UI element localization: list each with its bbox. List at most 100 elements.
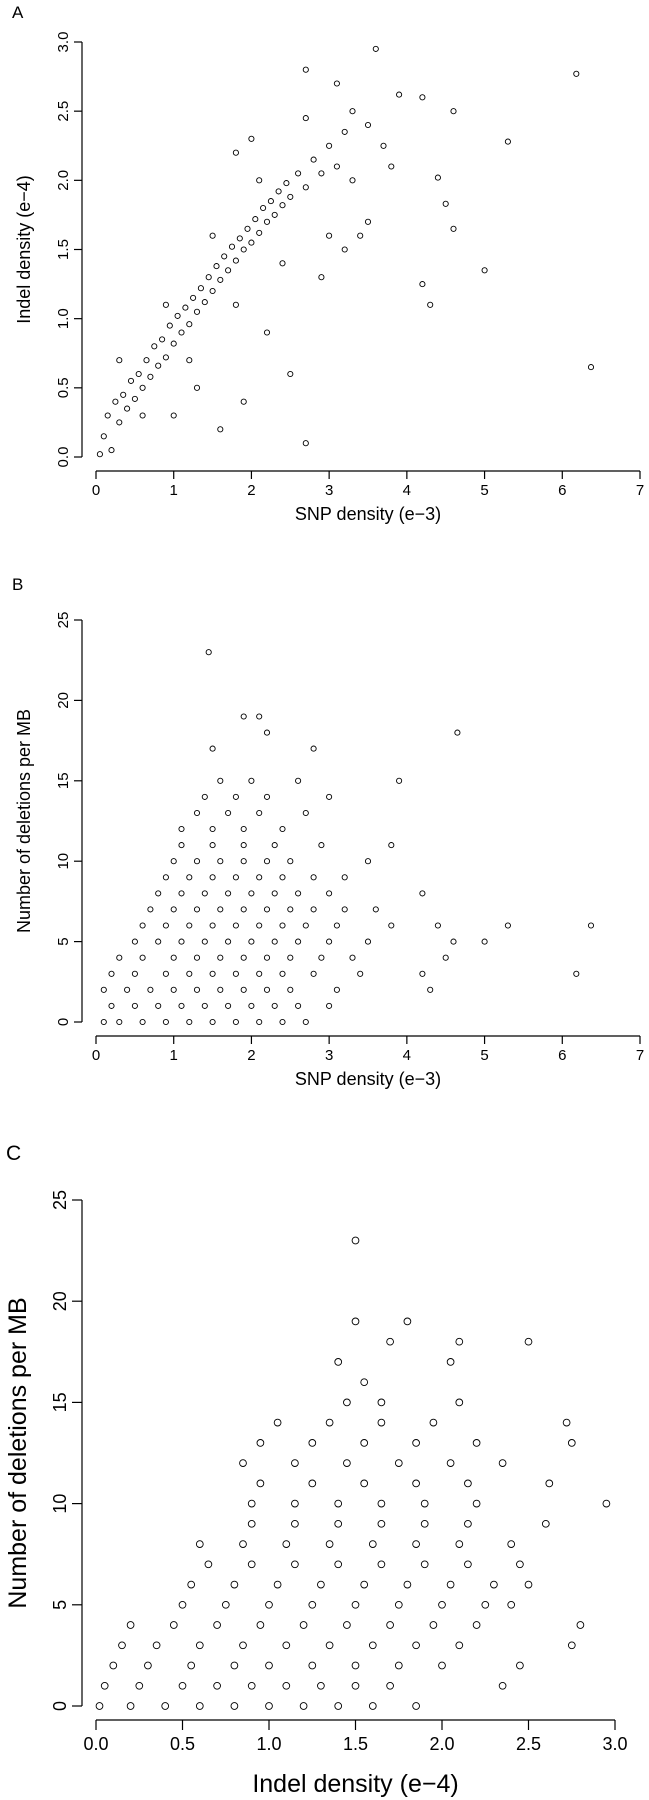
data-point xyxy=(240,954,247,961)
data-point xyxy=(116,1018,123,1026)
data-point xyxy=(455,1337,464,1346)
data-point xyxy=(349,108,356,115)
panel-b-scatter: B 0 1 2 3 4 5 6 7 0 5 10 15 20 25 SNP density (e−3) Numb… xyxy=(12,575,644,1089)
data-point xyxy=(247,1499,256,1508)
data-point xyxy=(247,1681,256,1690)
y-tick-label: 10 xyxy=(55,853,72,870)
data-point xyxy=(131,970,138,977)
data-point xyxy=(178,938,185,945)
data-point xyxy=(396,91,403,98)
data-point xyxy=(204,1560,213,1569)
data-point xyxy=(186,357,193,364)
data-point xyxy=(174,312,181,319)
data-point xyxy=(446,1358,455,1366)
data-point xyxy=(427,986,434,993)
data-point xyxy=(230,1580,239,1589)
data-point xyxy=(209,825,216,833)
data-point xyxy=(360,1479,369,1488)
data-point xyxy=(186,874,193,881)
data-point xyxy=(263,986,271,993)
data-point xyxy=(186,922,193,929)
data-point xyxy=(351,1600,360,1609)
y-axis-title: Number of deletions per MB xyxy=(4,1297,32,1608)
data-point xyxy=(193,906,201,913)
data-point xyxy=(279,1018,286,1026)
data-point xyxy=(377,1560,386,1569)
data-point xyxy=(295,777,302,784)
x-tick-label: 7 xyxy=(636,1047,644,1064)
panel-a-scatter: A 0 1 2 3 4 5 6 7 0.0 0.5 1.0 1.5 2.0 2.5 3.0 SNP densit… xyxy=(12,3,644,524)
data-point xyxy=(576,1621,585,1629)
data-point xyxy=(481,267,488,274)
panel-c-scatter: C 0.0 0.5 1.0 1.5 2.0 2.5 3.0 0 5 10 15 20 25 Indel de… xyxy=(4,1142,628,1798)
data-point xyxy=(108,1002,115,1009)
data-point xyxy=(170,954,177,961)
data-point xyxy=(225,809,232,817)
data-point xyxy=(225,938,232,945)
data-point xyxy=(507,1600,516,1609)
data-point xyxy=(291,1560,299,1569)
data-point xyxy=(232,970,239,977)
data-point xyxy=(240,246,247,253)
data-point xyxy=(265,1600,273,1609)
data-point xyxy=(388,842,395,849)
data-point xyxy=(573,970,580,977)
data-point xyxy=(131,395,138,402)
data-point xyxy=(545,1479,554,1488)
data-point xyxy=(442,200,449,207)
data-point xyxy=(120,391,127,398)
data-point xyxy=(260,204,267,212)
x-tick-label: 4 xyxy=(403,482,411,499)
data-point xyxy=(217,858,224,865)
data-point xyxy=(360,1580,369,1589)
data-point xyxy=(438,1661,446,1670)
data-point xyxy=(442,954,449,961)
data-point xyxy=(190,294,197,301)
data-point xyxy=(124,405,131,412)
data-point xyxy=(170,986,177,993)
x-axis-title: SNP density (e−3) xyxy=(295,1069,441,1089)
data-point xyxy=(127,377,135,384)
data-point xyxy=(341,246,348,253)
data-point xyxy=(162,970,169,977)
data-point xyxy=(364,218,372,225)
data-point xyxy=(217,954,224,961)
data-point xyxy=(217,986,224,993)
data-point xyxy=(217,276,224,283)
x-tick-label: 3 xyxy=(325,482,333,499)
y-tick-label: 0.0 xyxy=(55,447,72,468)
data-point xyxy=(178,329,185,336)
data-point xyxy=(481,1600,490,1609)
data-point xyxy=(116,357,123,364)
y-tick-label: 15 xyxy=(50,1392,70,1412)
data-point xyxy=(326,938,333,945)
data-point xyxy=(279,202,286,209)
data-point xyxy=(100,433,107,440)
data-point xyxy=(195,1540,204,1548)
data-point xyxy=(567,1641,576,1650)
data-point xyxy=(498,1459,507,1467)
data-point xyxy=(279,260,286,267)
data-point xyxy=(334,1499,343,1508)
data-point xyxy=(195,1702,204,1710)
data-point xyxy=(240,986,247,993)
data-point xyxy=(341,874,348,881)
data-point xyxy=(282,1681,291,1690)
data-point xyxy=(232,149,239,156)
data-point xyxy=(573,70,580,77)
data-point xyxy=(291,1499,299,1508)
data-point xyxy=(256,229,263,236)
data-point xyxy=(302,66,309,73)
data-point xyxy=(567,1439,576,1447)
x-tick-label: 3.0 xyxy=(602,1734,627,1754)
y-axis-title: Indel density (e−4) xyxy=(14,175,34,324)
data-point xyxy=(143,357,150,364)
x-tick-label: 0 xyxy=(92,482,100,499)
data-point xyxy=(213,1621,221,1629)
data-point xyxy=(209,874,216,881)
data-point xyxy=(201,938,208,945)
data-point xyxy=(193,954,201,961)
data-point xyxy=(273,1418,282,1427)
data-point xyxy=(139,1018,146,1026)
